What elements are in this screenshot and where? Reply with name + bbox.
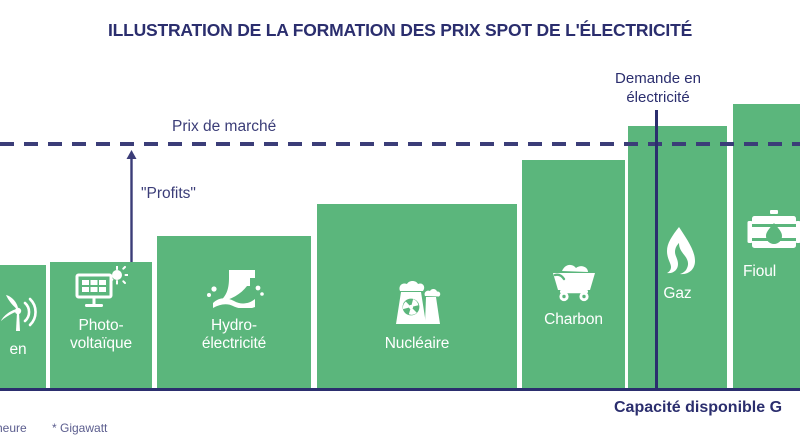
bar-label-charbon: Charbon: [544, 310, 603, 328]
coal-cart-icon: [548, 262, 600, 302]
bar-label-nucleaire: Nucléaire: [384, 334, 450, 352]
footnote-megawatt-heure: watt-heure: [0, 421, 27, 435]
nuclear-plant-icon: [388, 278, 446, 326]
hydro-dam-icon: [203, 266, 265, 309]
solar-panel-icon: [74, 266, 128, 308]
wind-turbine-icon: [0, 292, 38, 332]
bar-charbon[interactable]: Charbon: [522, 160, 625, 388]
plot-area: en: [0, 70, 800, 391]
oil-barrel-icon: [739, 209, 800, 254]
bar-hydroelectricite[interactable]: Hydro- électricité: [157, 236, 311, 388]
bar-label-eolien: en: [9, 340, 27, 358]
bar-label-photovoltaique: Photo- voltaïque: [69, 317, 132, 352]
bar-label-gaz: Gaz: [663, 284, 692, 302]
page-title: ILLUSTRATION DE LA FORMATION DES PRIX SP…: [107, 20, 693, 40]
gas-flame-icon: [658, 226, 698, 276]
market-price-label: Prix de marché: [172, 118, 277, 135]
demand-label: Demande en électricité: [615, 70, 701, 107]
profits-label: "Profits": [141, 185, 196, 202]
x-axis-baseline: [0, 388, 800, 391]
bar-gaz[interactable]: Gaz: [628, 126, 727, 388]
bar-label-fioul: Fioul: [743, 262, 777, 280]
bar-label-hydroelectricite: Hydro- électricité: [201, 317, 267, 352]
market-price-line: [0, 142, 800, 146]
bar-fioul[interactable]: Fioul: [733, 104, 800, 388]
demand-line: [655, 110, 658, 390]
x-axis-title: Capacité disponible G: [614, 399, 783, 416]
footnote-gigawatt: * Gigawatt: [52, 421, 108, 435]
bar-photovoltaique[interactable]: Photo- voltaïque: [50, 262, 152, 388]
profits-arrow-icon: [126, 150, 137, 263]
bar-nucleaire[interactable]: Nucléaire: [317, 204, 517, 388]
bar-eolien[interactable]: en: [0, 265, 46, 388]
